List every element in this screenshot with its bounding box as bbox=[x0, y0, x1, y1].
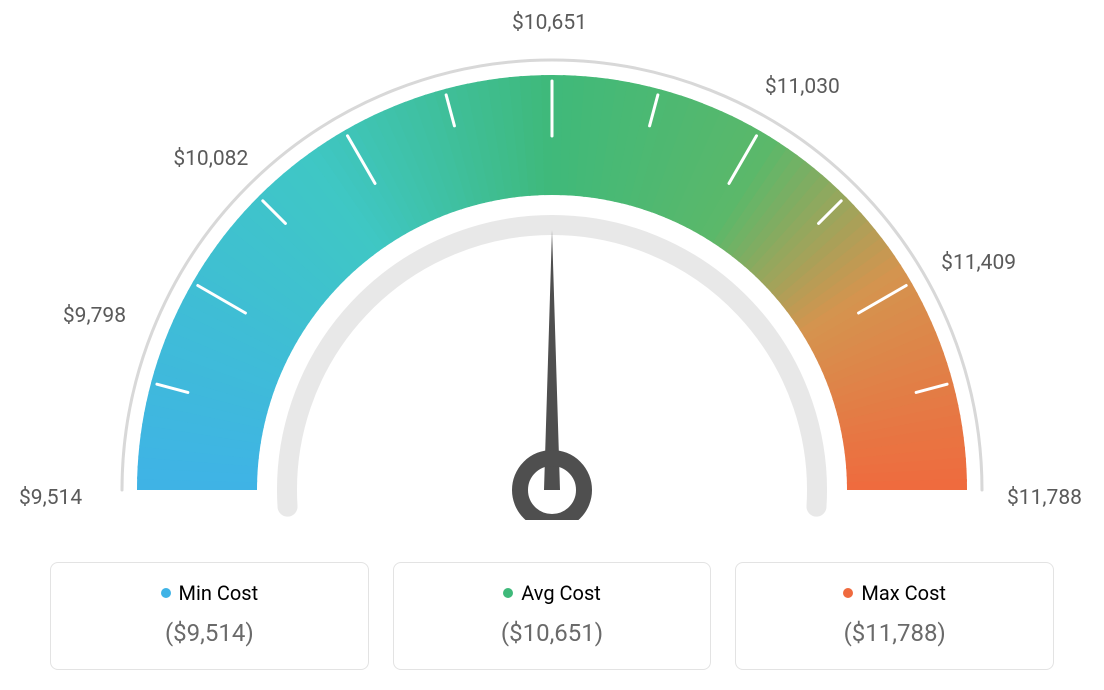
min-dot bbox=[161, 588, 171, 598]
card-header: Min Cost bbox=[63, 581, 356, 605]
gauge-scale-label: $10,651 bbox=[512, 11, 587, 35]
max-label: Max Cost bbox=[861, 581, 946, 605]
gauge-svg bbox=[0, 0, 1104, 520]
card-header: Avg Cost bbox=[406, 581, 699, 605]
gauge-scale-label: $11,409 bbox=[941, 251, 1016, 275]
avg-dot bbox=[503, 588, 513, 598]
card-header: Max Cost bbox=[748, 581, 1041, 605]
max-cost-card: Max Cost ($11,788) bbox=[735, 562, 1054, 670]
summary-cards: Min Cost ($9,514) Avg Cost ($10,651) Max… bbox=[50, 562, 1054, 670]
min-cost-card: Min Cost ($9,514) bbox=[50, 562, 369, 670]
gauge-scale-label: $10,082 bbox=[173, 147, 248, 171]
gauge-scale-label: $9,798 bbox=[63, 304, 126, 328]
avg-value: ($10,651) bbox=[406, 619, 699, 647]
gauge-scale-label: $11,030 bbox=[765, 75, 840, 99]
avg-label: Avg Cost bbox=[521, 581, 601, 605]
gauge-scale-label: $9,514 bbox=[19, 486, 82, 510]
gauge-scale-label: $11,788 bbox=[1007, 486, 1082, 510]
min-value: ($9,514) bbox=[63, 619, 356, 647]
chart-container: $9,514 $9,798 $10,082 $10,651 $11,030 $11,409… bbox=[0, 0, 1104, 690]
gauge-area: $9,514 $9,798 $10,082 $10,651 $11,030 $11,409… bbox=[0, 0, 1104, 520]
max-value: ($11,788) bbox=[748, 619, 1041, 647]
min-label: Min Cost bbox=[179, 581, 259, 605]
avg-cost-card: Avg Cost ($10,651) bbox=[393, 562, 712, 670]
max-dot bbox=[843, 588, 853, 598]
